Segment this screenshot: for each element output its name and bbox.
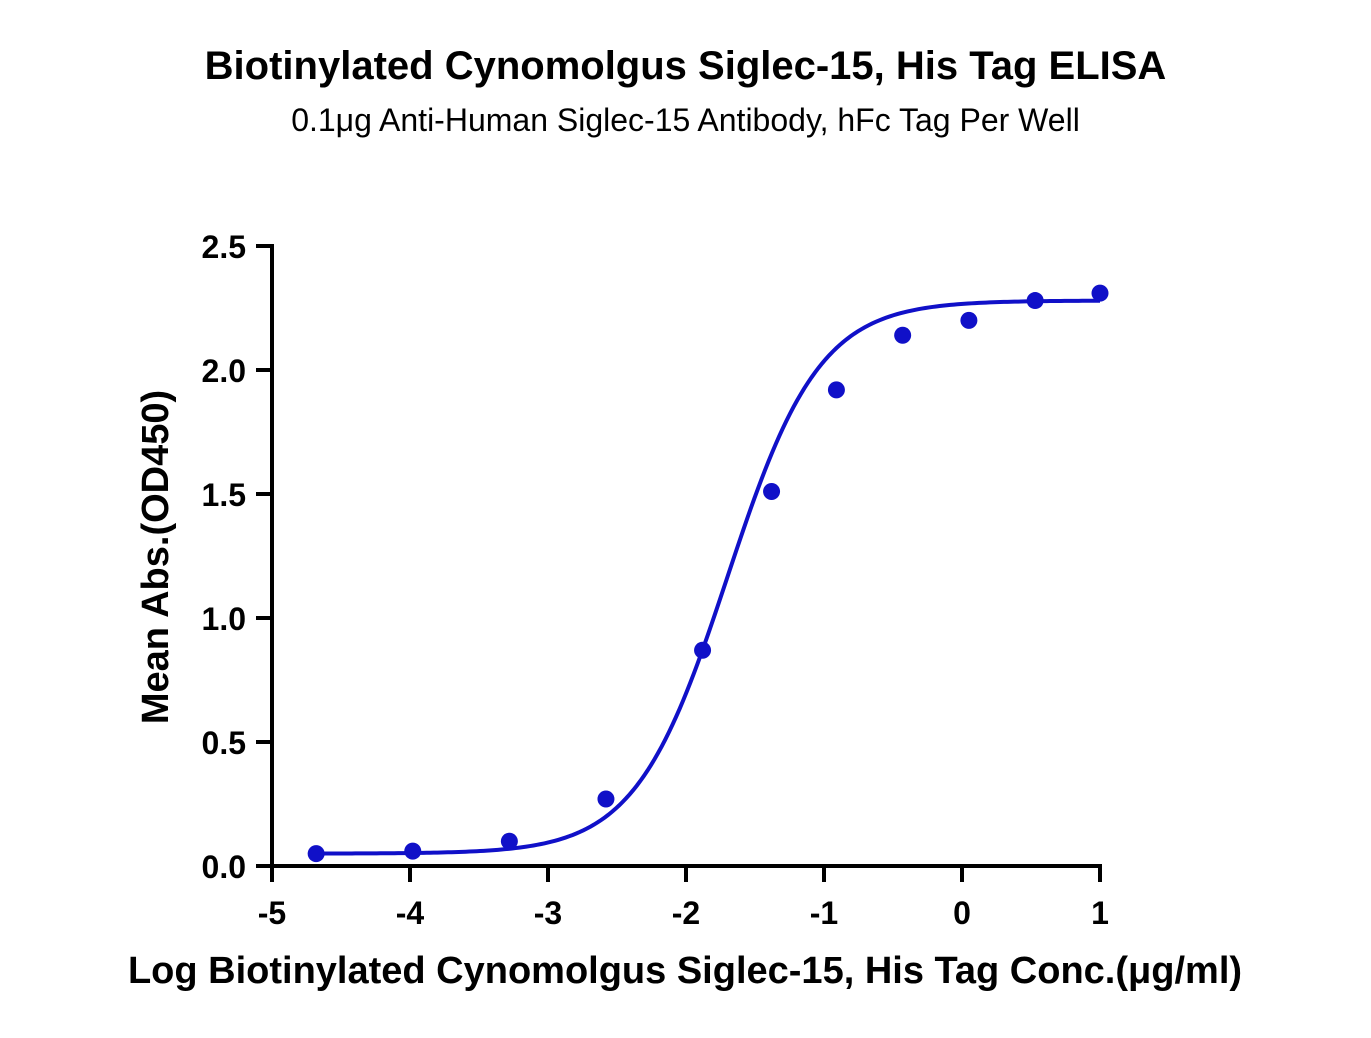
data-point <box>694 641 712 659</box>
x-tick-label: -2 <box>672 895 700 931</box>
y-tick-label: 0.0 <box>202 849 246 885</box>
data-point <box>307 845 325 863</box>
y-axis-title: Mean Abs.(OD450) <box>135 390 177 724</box>
data-point <box>894 326 912 344</box>
x-tick-label: 1 <box>1091 895 1109 931</box>
x-tick-label: -1 <box>810 895 838 931</box>
axes <box>270 244 1102 868</box>
x-tick-label: -3 <box>534 895 562 931</box>
x-tick-label: -5 <box>258 895 286 931</box>
data-point <box>1091 284 1109 302</box>
chart-subtitle: 0.1μg Anti-Human Siglec-15 Antibody, hFc… <box>291 102 1080 138</box>
y-tick-label: 2.5 <box>202 229 246 265</box>
data-point <box>827 381 845 399</box>
y-tick-label: 1.5 <box>202 477 246 513</box>
data-points <box>307 284 1109 863</box>
data-point <box>500 832 518 850</box>
x-tick-label: 0 <box>953 895 971 931</box>
tick-marks <box>256 244 1102 882</box>
fit-curve <box>316 298 1101 856</box>
data-point <box>1026 292 1044 310</box>
x-tick-label: -4 <box>396 895 425 931</box>
data-point <box>597 790 615 808</box>
data-point <box>404 842 422 860</box>
x-axis-title: Log Biotinylated Cynomolgus Siglec-15, H… <box>128 950 1242 992</box>
y-tick-label: 0.5 <box>202 725 246 761</box>
y-tick-label: 1.0 <box>202 601 246 637</box>
tick-labels: 0.0 0.5 1.0 1.5 2.0 2.5 -5 -4 -3 -2 -1 0 1 <box>202 229 1109 931</box>
y-tick-label: 2.0 <box>202 353 246 389</box>
chart-title: Biotinylated Cynomolgus Siglec-15, His T… <box>204 44 1167 88</box>
data-point <box>960 311 978 329</box>
data-point <box>763 483 781 501</box>
